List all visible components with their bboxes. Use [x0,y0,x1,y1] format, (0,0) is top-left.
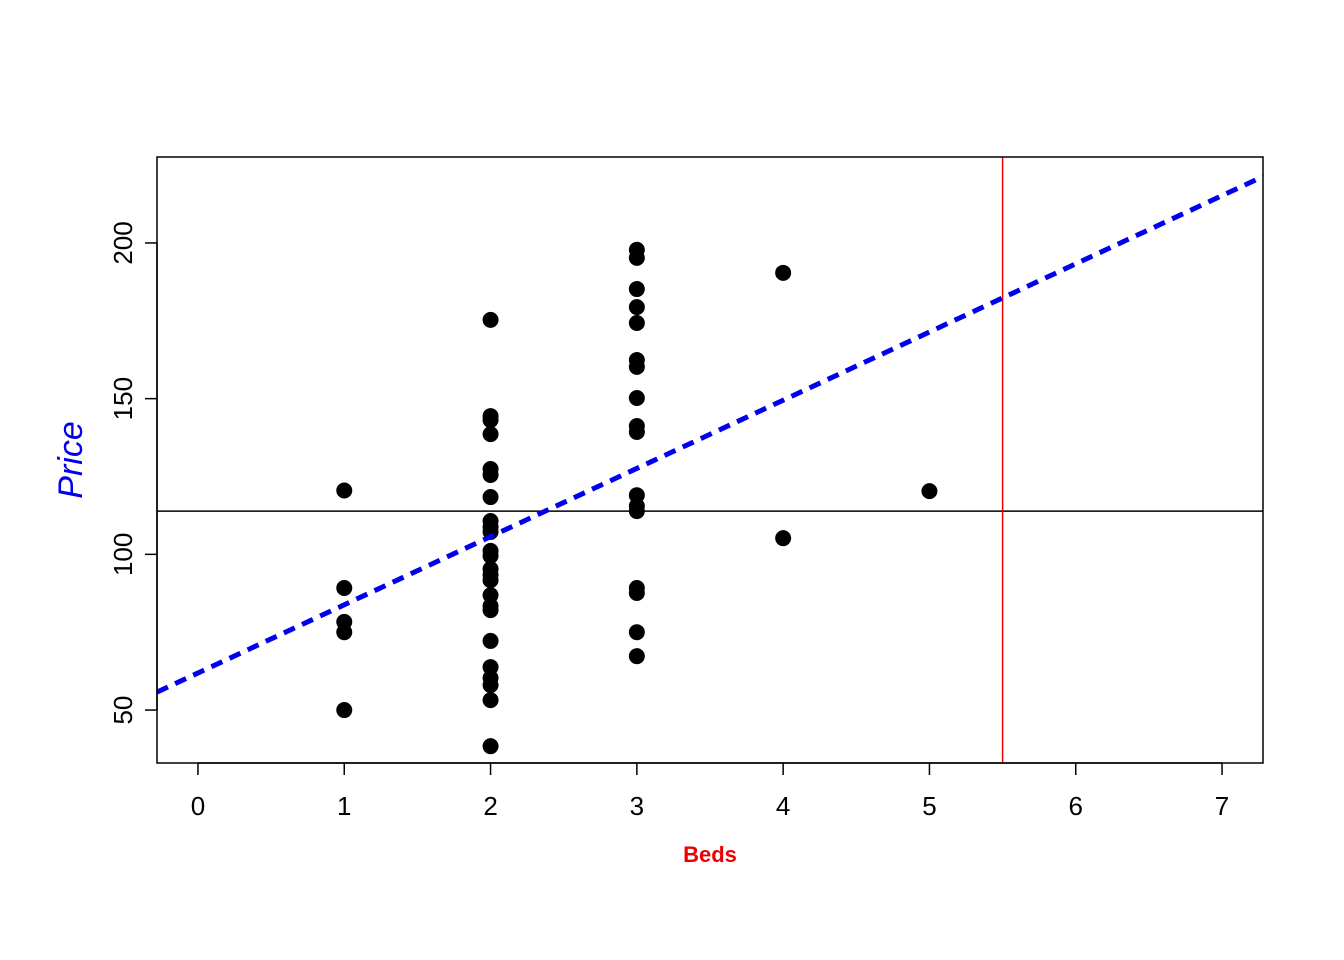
plot-area [157,157,1263,763]
point [628,281,645,298]
point [482,547,499,564]
point [482,466,499,483]
point [921,483,938,500]
point [482,572,499,589]
y-tick-label: 200 [108,221,138,264]
y-tick-label: 150 [108,377,138,420]
point [628,390,645,407]
point [482,692,499,709]
point [482,489,499,506]
x-axis-label: Beds [683,842,737,867]
point [628,249,645,266]
x-tick-label: 4 [776,791,790,821]
x-tick-label: 1 [337,791,351,821]
regression-line [157,174,1263,695]
point [628,648,645,665]
point [628,624,645,641]
point [482,677,499,694]
x-tick-label: 2 [483,791,497,821]
point [482,632,499,649]
y-tick-label: 50 [108,696,138,725]
x-tick-label: 5 [922,791,936,821]
point [775,530,792,547]
point [628,314,645,331]
y-tick-label: 100 [108,533,138,576]
point [482,602,499,619]
x-tick-label: 3 [630,791,644,821]
x-tick-label: 6 [1069,791,1083,821]
point [482,426,499,443]
point [482,412,499,429]
point [336,702,353,719]
point [336,624,353,641]
x-tick-label: 7 [1215,791,1229,821]
x-tick-label: 0 [191,791,205,821]
point [775,264,792,281]
point [482,311,499,328]
point [336,482,353,499]
point [482,738,499,755]
y-axis-label: Price [52,421,90,498]
point [336,579,353,596]
point [628,423,645,440]
point [628,358,645,375]
point [628,299,645,316]
point [628,584,645,601]
